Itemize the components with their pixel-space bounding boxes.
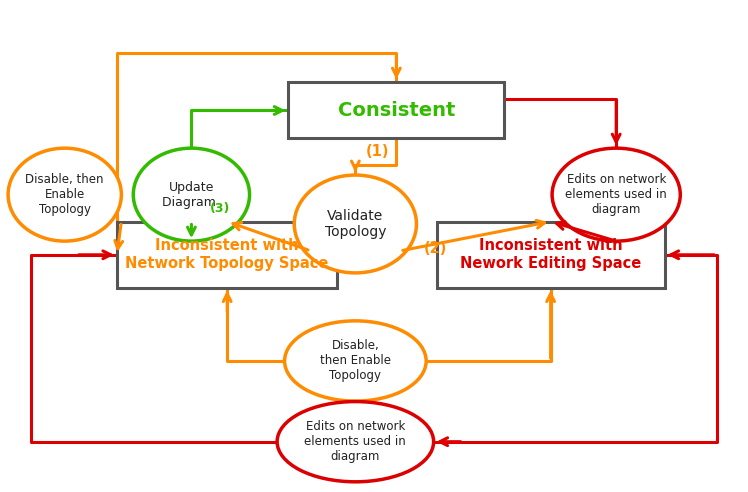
Ellipse shape xyxy=(133,148,250,241)
FancyBboxPatch shape xyxy=(288,82,504,138)
Ellipse shape xyxy=(8,148,121,241)
Text: Edits on network
elements used in
diagram: Edits on network elements used in diagra… xyxy=(565,173,667,216)
Text: Update
Diagram: Update Diagram xyxy=(162,181,221,209)
Ellipse shape xyxy=(277,401,434,482)
Text: Edits on network
elements used in
diagram: Edits on network elements used in diagra… xyxy=(304,420,406,463)
Text: Inconsistent with
Network Topology Space: Inconsistent with Network Topology Space xyxy=(125,238,328,271)
Ellipse shape xyxy=(284,321,426,401)
Text: Validate
Topology: Validate Topology xyxy=(325,209,386,239)
FancyBboxPatch shape xyxy=(117,221,337,288)
Text: Disable, then
Enable
Topology: Disable, then Enable Topology xyxy=(25,173,104,216)
Text: Consistent: Consistent xyxy=(337,101,455,120)
FancyBboxPatch shape xyxy=(438,221,665,288)
Text: (1): (1) xyxy=(366,144,390,159)
Text: (2): (2) xyxy=(424,241,447,256)
Ellipse shape xyxy=(552,148,680,241)
Text: Inconsistent with
Nework Editing Space: Inconsistent with Nework Editing Space xyxy=(460,238,642,271)
Text: (3): (3) xyxy=(210,202,230,215)
Ellipse shape xyxy=(294,175,417,273)
Text: Disable,
then Enable
Topology: Disable, then Enable Topology xyxy=(320,339,391,382)
